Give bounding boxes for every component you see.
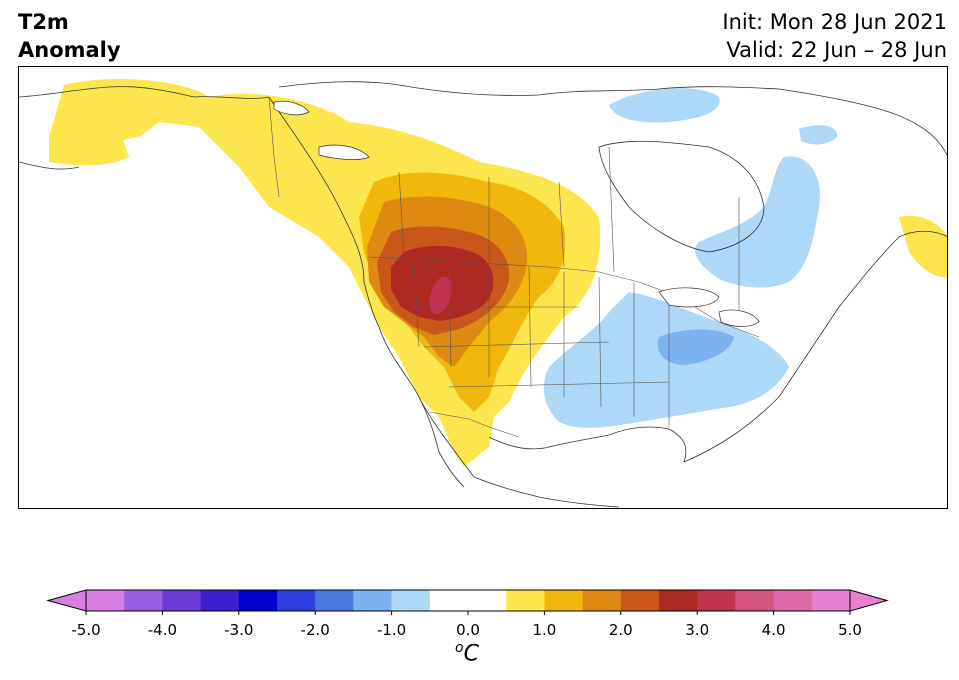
colorbar-tick-label: 2.0 [608, 621, 633, 639]
colorbar-tick-label: -4.0 [147, 621, 178, 639]
valid-range: Valid: 22 Jun – 28 Jun [726, 38, 947, 62]
anomaly-magenta [429, 276, 452, 314]
colorbar-segment [162, 590, 202, 611]
coast-baja [418, 396, 465, 488]
variable-title: T2m [18, 10, 69, 34]
colorbar-segment [277, 590, 316, 611]
coast-hudson-bay [598, 140, 765, 253]
colorbar [0, 580, 959, 680]
coast-gulf [488, 426, 687, 463]
colorbar-tick-label: 5.0 [838, 621, 862, 639]
coast-alaska [19, 86, 270, 170]
colorbar-svg [46, 589, 889, 615]
great-bear-lake [273, 100, 310, 116]
colorbar-segment [811, 590, 851, 611]
anomaly-blue-quebec [695, 156, 820, 288]
colorbar-segment [620, 590, 660, 611]
lakes [273, 100, 760, 327]
unit-degree: o [455, 640, 464, 656]
init-date: Init: Mon 28 Jun 2021 [722, 10, 947, 34]
anomaly-blue-baffin [799, 125, 838, 145]
unit-label: oC [455, 640, 479, 666]
date-block: Init: Mon 28 Jun 2021 Valid: 22 Jun – 28… [722, 8, 947, 64]
colorbar-segment [429, 590, 469, 611]
colorbar-under-arrow [46, 589, 87, 612]
colorbar-tick-label: 1.0 [532, 621, 557, 639]
colorbar-segment [506, 590, 545, 611]
anomaly-map [18, 66, 948, 509]
colorbar-tick-label: 0.0 [456, 621, 480, 639]
great-slave-lake [318, 144, 370, 160]
colorbar-segment [697, 590, 736, 611]
colorbar-tick-label: 3.0 [685, 621, 710, 639]
border-us-canada [368, 256, 760, 338]
border-alaska [268, 96, 280, 198]
colorbar-segment [124, 590, 163, 611]
colorbar-tick-label: -5.0 [71, 621, 101, 639]
colorbar-segment [391, 590, 431, 611]
great-lakes [658, 287, 760, 327]
title-block: T2m Anomaly [18, 8, 121, 64]
colorbar-tick-label: -3.0 [224, 621, 254, 639]
anomaly-title: Anomaly [18, 38, 121, 62]
colorbar-tick-label: -1.0 [376, 621, 407, 639]
border-canada-provinces [398, 146, 740, 327]
coast-central-america [473, 476, 620, 508]
anomaly-yellow-alaska [49, 129, 129, 166]
anomaly-yellow-labrador [899, 215, 947, 278]
colorbar-segment [315, 590, 354, 611]
colorbar-segment [238, 590, 278, 611]
colorbar-segment [86, 590, 125, 611]
colorbar-over-arrow [849, 589, 889, 612]
map-svg [19, 78, 947, 508]
colorbar-tick-label: -2.0 [300, 621, 330, 639]
colorbar-segment [544, 590, 584, 611]
border-us-states [413, 261, 670, 427]
border-us-mexico [428, 411, 520, 438]
colorbar-tick-label: 4.0 [761, 621, 786, 639]
colorbar-segment [468, 590, 507, 611]
colorbar-segment [659, 590, 698, 611]
colorbar-segment [735, 590, 775, 611]
cool-anomaly-shading [543, 88, 838, 428]
unit-celsius: C [463, 641, 479, 667]
colorbar-segment [773, 590, 813, 611]
coast-east [683, 230, 947, 463]
coastlines [19, 81, 947, 508]
coast-arctic [278, 81, 947, 156]
colorbar-segment [200, 590, 240, 611]
anomaly-blue-mid-lake [657, 329, 734, 365]
political-borders [268, 96, 760, 438]
colorbar-segment [582, 590, 622, 611]
colorbar-segment [353, 590, 393, 611]
anomaly-blue-hudson [609, 88, 720, 123]
